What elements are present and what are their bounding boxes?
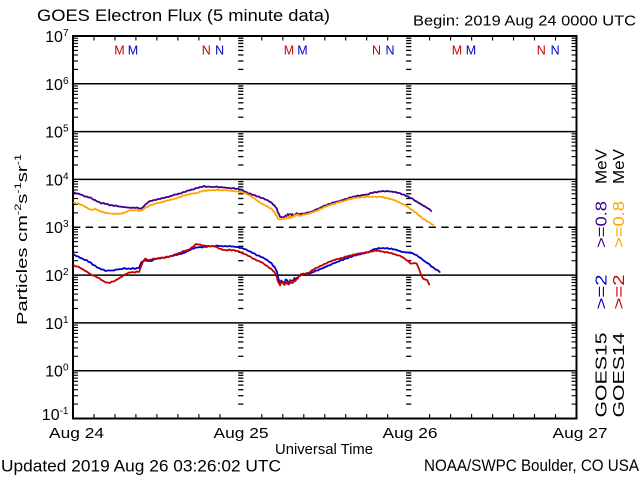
svg-text:Aug 24: Aug 24 (49, 426, 104, 442)
svg-text:NOAA/SWPC Boulder, CO USA: NOAA/SWPC Boulder, CO USA (424, 457, 639, 475)
svg-text:>=2: >=2 (611, 274, 628, 309)
svg-text:M: M (466, 44, 476, 58)
svg-text:>=2: >=2 (594, 274, 611, 309)
svg-text:Universal Time: Universal Time (275, 442, 373, 458)
svg-text:Aug 27: Aug 27 (553, 426, 608, 442)
svg-text:N: N (551, 44, 560, 58)
svg-text:Aug 26: Aug 26 (383, 426, 438, 442)
svg-text:Particles cm-2s-1sr-1: Particles cm-2s-1sr-1 (13, 154, 31, 325)
svg-text:M: M (114, 44, 124, 58)
svg-text:>=0.8: >=0.8 (611, 201, 628, 248)
svg-text:MeV: MeV (594, 149, 611, 184)
svg-text:M: M (452, 44, 462, 58)
svg-text:Aug 25: Aug 25 (214, 426, 269, 442)
svg-text:Updated 2019 Aug 26 03:26:02 U: Updated 2019 Aug 26 03:26:02 UTC (1, 458, 281, 476)
svg-text:N: N (215, 44, 224, 58)
svg-text:N: N (385, 44, 394, 58)
svg-text:Begin: 2019 Aug 24 0000 UTC: Begin: 2019 Aug 24 0000 UTC (413, 14, 636, 30)
svg-text:N: N (537, 44, 546, 58)
svg-text:M: M (297, 44, 307, 58)
svg-text:GOES Electron Flux (5 minute d: GOES Electron Flux (5 minute data) (37, 6, 330, 25)
svg-text:M: M (284, 44, 294, 58)
svg-text:GOES15: GOES15 (594, 332, 611, 417)
svg-text:MeV: MeV (611, 149, 628, 184)
svg-text:N: N (372, 44, 381, 58)
svg-text:>=0.8: >=0.8 (594, 201, 611, 248)
svg-text:GOES14: GOES14 (611, 332, 628, 417)
svg-text:N: N (202, 44, 211, 58)
svg-text:M: M (128, 44, 138, 58)
